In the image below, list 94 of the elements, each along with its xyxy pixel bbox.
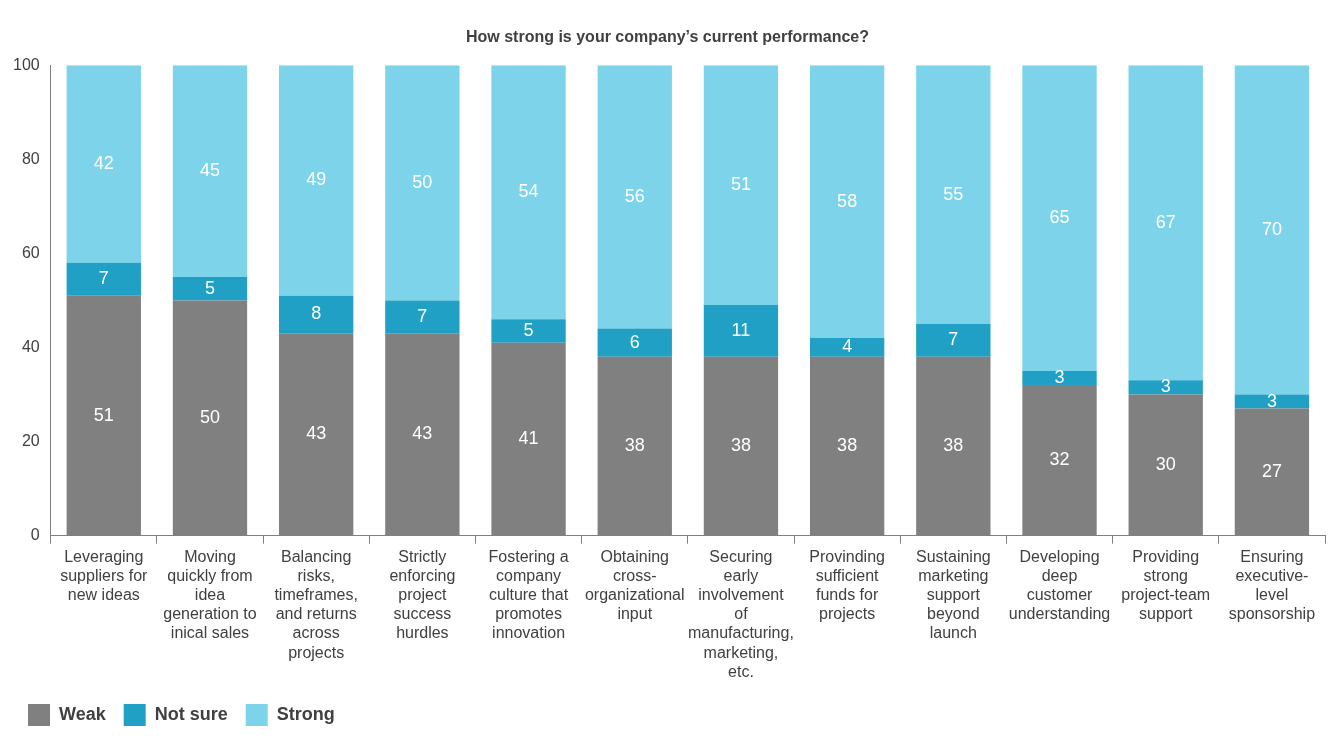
data-label: 5	[204, 277, 215, 298]
data-label: 3	[1160, 376, 1171, 397]
bar	[385, 300, 460, 334]
bar	[703, 356, 779, 536]
y-tick-label: 100	[12, 55, 40, 73]
data-label: 42	[93, 152, 114, 173]
data-label: 67	[1155, 211, 1176, 232]
bar	[1128, 65, 1203, 381]
data-label: 45	[199, 160, 220, 181]
bar	[385, 333, 460, 536]
data-label: 5	[523, 319, 534, 340]
data-label: 8	[311, 303, 322, 324]
bar	[66, 262, 141, 296]
bar	[279, 333, 354, 536]
y-tick-label: 0	[30, 526, 40, 544]
data-label: 51	[93, 404, 114, 425]
data-label: 50	[199, 406, 220, 427]
y-tick-label: 60	[21, 243, 40, 261]
bar	[597, 356, 672, 536]
bar	[809, 338, 885, 357]
bar	[916, 65, 991, 324]
bar	[66, 65, 141, 263]
bar	[916, 356, 991, 536]
data-label: 70	[1261, 218, 1282, 239]
data-label: 30	[1155, 454, 1176, 475]
bar	[703, 65, 779, 306]
x-tick-label: Provinding sufficient funds for projects	[809, 547, 885, 623]
bar	[172, 276, 248, 301]
bar	[491, 319, 566, 343]
legend-label: Weak	[59, 703, 107, 724]
bar	[385, 65, 460, 301]
data-label: 3	[1054, 366, 1065, 387]
bar	[597, 328, 672, 357]
y-tick-label: 20	[21, 431, 40, 449]
x-tick-label: Providing strong project-team support	[1121, 547, 1211, 623]
bar	[1022, 65, 1097, 371]
x-tick-label: Developing deep customer understanding	[1008, 547, 1111, 623]
data-label: 38	[943, 435, 964, 456]
chart-title: How strong is your company’s current performance?	[465, 28, 870, 46]
bar	[66, 295, 141, 536]
data-label: 51	[730, 174, 751, 195]
x-tick-label: Balancing risks, timeframes, and returns across projects	[274, 547, 358, 661]
data-label: 55	[943, 183, 964, 204]
data-label: 43	[412, 423, 433, 444]
data-label: 7	[98, 268, 109, 289]
bar	[809, 65, 885, 339]
data-label: 32	[1049, 449, 1070, 470]
bar	[1234, 65, 1310, 395]
bar	[916, 323, 991, 357]
legend-label: Not sure	[154, 703, 228, 724]
bar	[597, 65, 672, 329]
bar	[1234, 408, 1310, 536]
y-tick-label: 40	[21, 337, 40, 355]
data-label: 65	[1049, 207, 1070, 228]
bar	[1022, 385, 1097, 536]
x-tick-label: Fostering a company culture that promotes innovation	[488, 547, 569, 642]
bar	[491, 342, 566, 536]
x-tick-label: Strictly enforcing project success hurdles	[389, 547, 456, 642]
bar	[809, 356, 885, 536]
x-tick-label: Securing early involvement of manufacturing, marketing, etc.	[688, 547, 794, 680]
data-label: 41	[518, 428, 539, 449]
data-label: 38	[730, 435, 751, 456]
data-label: 7	[417, 305, 428, 326]
y-tick-label: 80	[21, 149, 40, 167]
bar	[1022, 370, 1097, 386]
data-label: 6	[629, 331, 640, 352]
data-label: 50	[412, 171, 433, 192]
bar	[1128, 380, 1203, 395]
x-tick-label: Obtaining cross-organizational input	[584, 547, 685, 623]
data-label: 54	[518, 181, 539, 202]
x-tick-label: Sustaining marketing support beyond launch	[915, 547, 991, 642]
bar	[172, 65, 248, 277]
bar	[1128, 394, 1203, 536]
data-label: 3	[1266, 390, 1277, 411]
data-label: 58	[837, 190, 858, 211]
data-label: 49	[306, 169, 327, 190]
bar	[703, 305, 779, 357]
x-tick-label: Moving quickly from idea generation to inical sales	[163, 547, 257, 642]
data-label: 56	[624, 185, 645, 206]
data-label: 27	[1261, 461, 1282, 482]
data-label: 4	[842, 336, 853, 357]
data-label: 38	[624, 435, 645, 456]
bar	[172, 300, 248, 536]
data-label: 43	[306, 423, 327, 444]
x-tick-label: Leveraging suppliers for new ideas	[60, 547, 149, 604]
bar	[1234, 394, 1310, 409]
data-label: 7	[948, 329, 959, 350]
bar	[279, 295, 354, 334]
legend-label: Strong	[276, 703, 335, 724]
data-label: 38	[837, 435, 858, 456]
bar	[279, 65, 354, 296]
data-label: 11	[731, 319, 751, 340]
x-tick-label: Ensuring executive-level sponsorship	[1228, 547, 1316, 623]
bar	[491, 65, 566, 320]
